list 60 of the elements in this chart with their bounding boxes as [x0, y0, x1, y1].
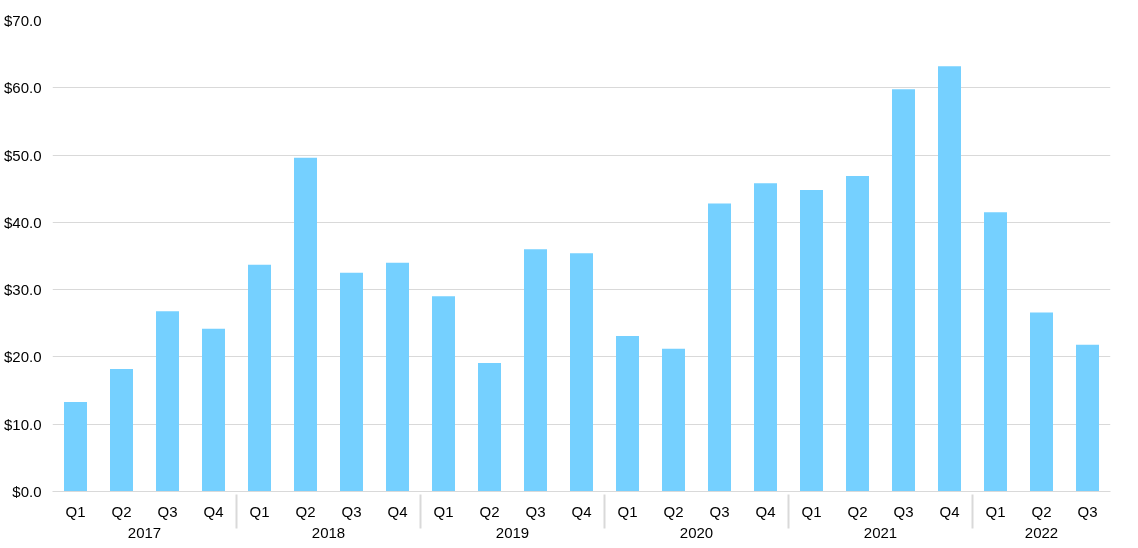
x-tick-label: Q4: [571, 502, 592, 520]
bar: [1076, 344, 1099, 492]
bar: [708, 203, 731, 492]
y-tick-label: $40.0: [3, 213, 42, 231]
bar: [570, 253, 593, 492]
bar: [386, 262, 409, 492]
bar: [156, 311, 179, 492]
text: 2021: [863, 523, 898, 541]
text: 2022: [1024, 523, 1059, 541]
bar: [616, 336, 639, 492]
y-tick-label: $50.0: [3, 146, 42, 164]
x-tick-label: Q1: [617, 502, 638, 520]
x-tick-label: Q1: [433, 502, 454, 520]
bar: [1030, 312, 1053, 492]
bar: [294, 157, 317, 492]
text: 2019: [495, 523, 530, 541]
x-tick-label: Q2: [479, 502, 500, 520]
x-tick-label: Q1: [801, 502, 822, 520]
x-tick-label: Q2: [847, 502, 868, 520]
x-tick-label: Q3: [709, 502, 730, 520]
bar: [64, 402, 87, 492]
x-tick-label: Q3: [341, 502, 362, 520]
x-tick-label: Q4: [387, 502, 408, 520]
x-tick-label: Q2: [663, 502, 684, 520]
y-tick-label: $60.0: [3, 79, 42, 97]
x-tick-label: Q3: [157, 502, 178, 520]
x-tick-label: Q3: [893, 502, 914, 520]
text: 2017: [127, 523, 162, 541]
bar: [248, 264, 271, 492]
y-tick-label: $10.0: [3, 415, 42, 433]
x-tick-label: Q1: [985, 502, 1006, 520]
x-tick-label: Q2: [1031, 502, 1052, 520]
bar: [892, 89, 915, 492]
bar: [524, 249, 547, 492]
bar: [202, 328, 225, 492]
x-tick-label: Q1: [65, 502, 86, 520]
x-tick-label: Q1: [249, 502, 270, 520]
x-tick-label: Q2: [111, 502, 132, 520]
x-tick-label: Q3: [1077, 502, 1098, 520]
x-tick-label: Q4: [939, 502, 960, 520]
bar: [800, 190, 823, 492]
text: 2018: [311, 523, 346, 541]
y-tick-label: $0.0: [12, 483, 42, 500]
bar: [432, 296, 455, 492]
x-tick-label: Q3: [525, 502, 546, 520]
bar: [846, 175, 869, 492]
x-tick-label: Q2: [295, 502, 316, 520]
bar: [110, 369, 133, 492]
x-tick-label: Q4: [203, 502, 224, 520]
bar: [754, 183, 777, 492]
bar: [938, 66, 961, 492]
x-tick-label: Q4: [755, 502, 776, 520]
y-tick-label: $20.0: [3, 348, 42, 366]
text: 2020: [679, 523, 714, 541]
bar: [340, 272, 363, 492]
y-tick-label: $30.0: [3, 281, 42, 299]
bar: [984, 212, 1007, 492]
bar: [478, 362, 501, 492]
bar: [662, 348, 685, 492]
y-tick-label: $70.0: [3, 12, 42, 29]
